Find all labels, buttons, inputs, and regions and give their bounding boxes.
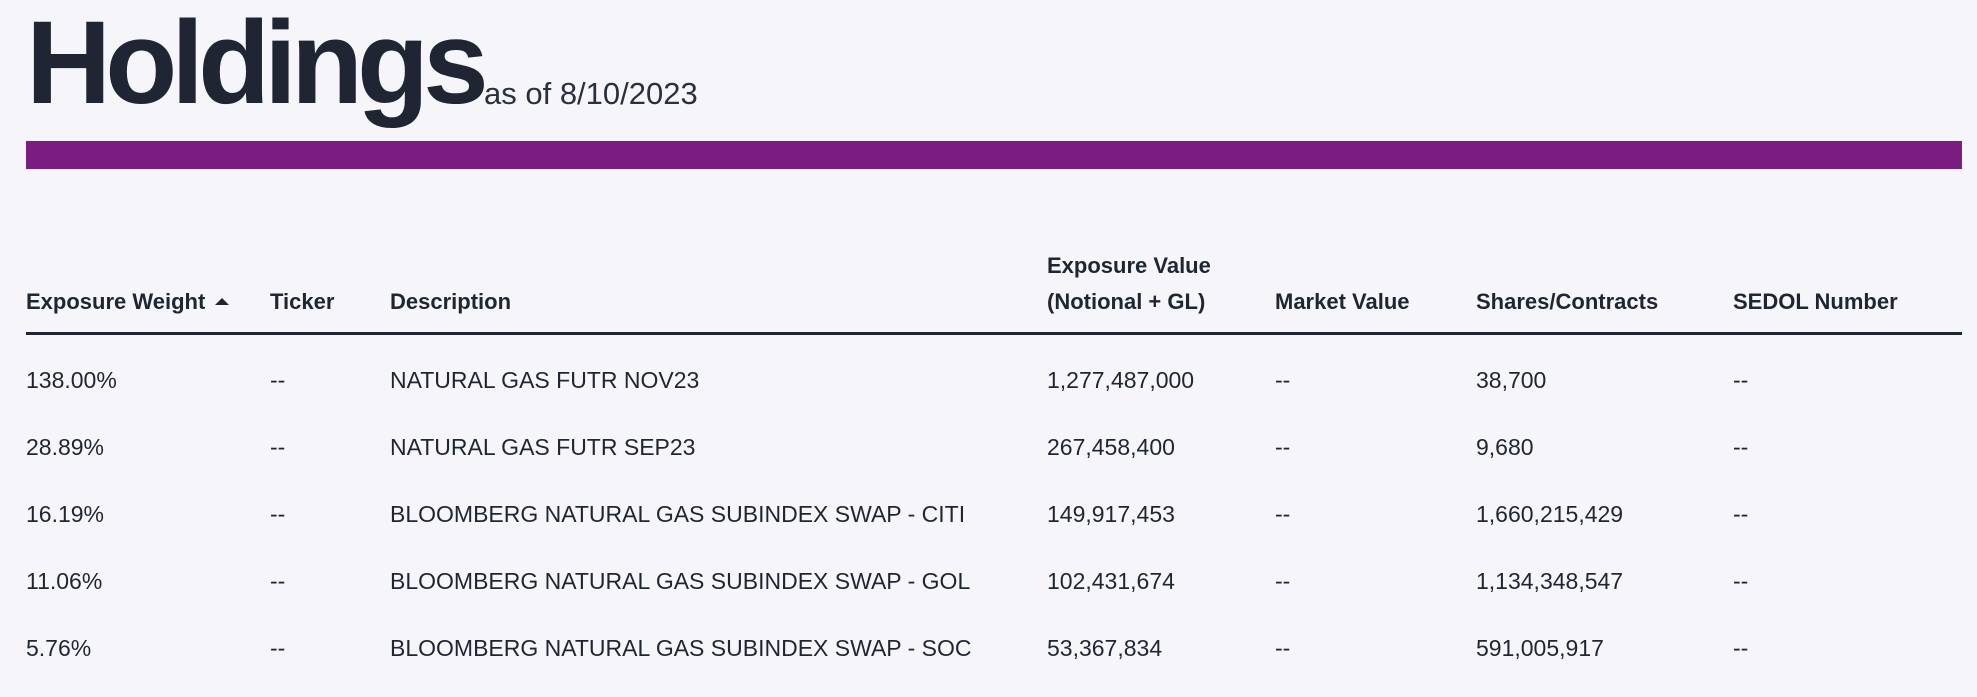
table-row: 11.06% -- BLOOMBERG NATURAL GAS SUBINDEX…: [26, 548, 1962, 615]
cell-ticker: --: [270, 501, 286, 527]
cell-shares-contracts: 591,005,917: [1476, 635, 1604, 661]
column-header-exposure-weight[interactable]: Exposure Weight: [26, 284, 230, 320]
cell-shares-contracts: 38,700: [1476, 367, 1547, 393]
holdings-table: Exposure Weight Ticker Description Expos…: [26, 250, 1962, 682]
column-header-label: Description: [390, 289, 512, 314]
cell-sedol-number: --: [1733, 635, 1749, 661]
holdings-header: Holdings as of 8/10/2023: [26, 0, 1962, 135]
table-row: 138.00% -- NATURAL GAS FUTR NOV23 1,277,…: [26, 347, 1962, 414]
cell-sedol-number: --: [1733, 501, 1749, 527]
column-header-label: Exposure Weight: [26, 289, 206, 314]
column-header-ticker[interactable]: Ticker: [270, 284, 334, 320]
column-header-exposure-value[interactable]: Exposure Value (Notional + GL): [1047, 248, 1211, 320]
column-header-shares-contracts[interactable]: Shares/Contracts: [1476, 284, 1658, 320]
cell-exposure-weight: 138.00%: [26, 367, 117, 393]
cell-market-value: --: [1275, 367, 1291, 393]
table-body: 138.00% -- NATURAL GAS FUTR NOV23 1,277,…: [26, 347, 1962, 682]
cell-exposure-value: 1,277,487,000: [1047, 367, 1195, 393]
column-header-label: Shares/Contracts: [1476, 289, 1659, 314]
cell-exposure-weight: 16.19%: [26, 501, 105, 527]
cell-exposure-weight: 11.06%: [26, 568, 103, 594]
cell-ticker: --: [270, 635, 286, 661]
accent-divider: [26, 141, 1962, 169]
cell-description: NATURAL GAS FUTR NOV23: [390, 367, 700, 393]
cell-exposure-value: 267,458,400: [1047, 434, 1175, 460]
cell-exposure-weight: 28.89%: [26, 434, 105, 460]
cell-market-value: --: [1275, 501, 1291, 527]
cell-description: NATURAL GAS FUTR SEP23: [390, 434, 696, 460]
column-header-label-line2: (Notional + GL): [1047, 289, 1206, 314]
column-header-description[interactable]: Description: [390, 284, 511, 320]
cell-sedol-number: --: [1733, 367, 1749, 393]
cell-market-value: --: [1275, 434, 1291, 460]
column-header-label-line1: Exposure Value: [1047, 253, 1211, 278]
column-header-label: SEDOL Number: [1733, 289, 1898, 314]
cell-shares-contracts: 1,134,348,547: [1476, 568, 1624, 594]
table-header-row: Exposure Weight Ticker Description Expos…: [26, 250, 1962, 335]
cell-shares-contracts: 1,660,215,429: [1476, 501, 1624, 527]
sort-ascending-icon[interactable]: [215, 297, 230, 305]
cell-market-value: --: [1275, 568, 1291, 594]
cell-ticker: --: [270, 568, 286, 594]
cell-sedol-number: --: [1733, 568, 1749, 594]
cell-description: BLOOMBERG NATURAL GAS SUBINDEX SWAP - SO…: [390, 635, 972, 661]
table-row: 28.89% -- NATURAL GAS FUTR SEP23 267,458…: [26, 414, 1962, 481]
column-header-market-value[interactable]: Market Value: [1275, 284, 1410, 320]
column-header-label: Market Value: [1275, 289, 1410, 314]
cell-sedol-number: --: [1733, 434, 1749, 460]
column-header-label: Ticker: [270, 289, 335, 314]
table-row: 16.19% -- BLOOMBERG NATURAL GAS SUBINDEX…: [26, 481, 1962, 548]
cell-ticker: --: [270, 367, 286, 393]
cell-shares-contracts: 9,680: [1476, 434, 1534, 460]
cell-exposure-value: 149,917,453: [1047, 501, 1175, 527]
table-row: 5.76% -- BLOOMBERG NATURAL GAS SUBINDEX …: [26, 615, 1962, 682]
cell-description: BLOOMBERG NATURAL GAS SUBINDEX SWAP - CI…: [390, 501, 966, 527]
cell-description: BLOOMBERG NATURAL GAS SUBINDEX SWAP - GO…: [390, 568, 971, 594]
column-header-sedol-number[interactable]: SEDOL Number: [1733, 284, 1898, 320]
cell-exposure-value: 53,367,834: [1047, 635, 1163, 661]
cell-market-value: --: [1275, 635, 1291, 661]
cell-ticker: --: [270, 434, 286, 460]
cell-exposure-value: 102,431,674: [1047, 568, 1175, 594]
cell-exposure-weight: 5.76%: [26, 635, 92, 661]
as-of-date: as of 8/10/2023: [484, 76, 698, 111]
page-title: Holdings: [26, 0, 489, 129]
